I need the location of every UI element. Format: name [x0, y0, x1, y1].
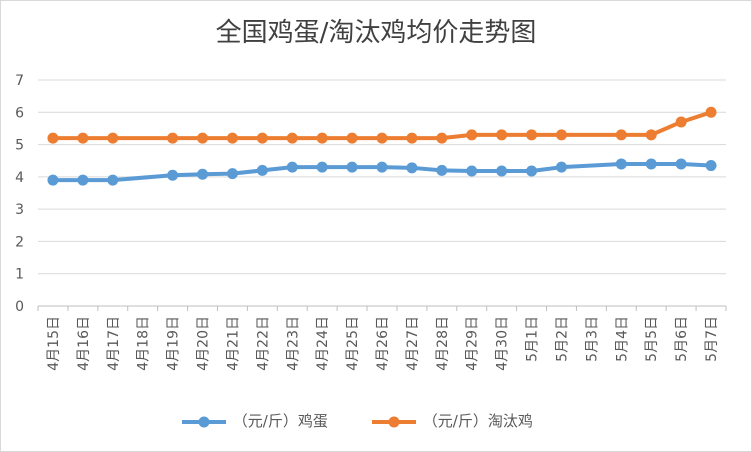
data-point-eggs	[496, 165, 508, 177]
data-point-culled-hens	[555, 129, 567, 141]
data-point-eggs	[555, 161, 567, 173]
data-point-culled-hens	[167, 132, 179, 144]
data-point-eggs	[436, 164, 448, 176]
data-point-culled-hens	[316, 132, 328, 144]
legend-marker-eggs	[182, 416, 226, 427]
x-tick-label: 5月6日	[674, 316, 690, 362]
x-tick-label: 4月22日	[255, 316, 271, 371]
data-point-eggs	[406, 162, 418, 174]
legend-marker-culled-hens	[372, 416, 416, 427]
x-tick-label: 4月26日	[375, 316, 391, 371]
data-point-culled-hens	[466, 129, 478, 141]
data-point-culled-hens	[197, 132, 209, 144]
x-tick-label: 4月30日	[495, 316, 511, 371]
y-tick-label: 6	[15, 105, 24, 121]
legend-label-eggs: （元/斤）鸡蛋	[232, 412, 328, 430]
data-point-culled-hens	[496, 129, 508, 141]
x-tick-label: 4月20日	[196, 316, 212, 371]
data-point-eggs	[256, 164, 268, 176]
data-point-culled-hens	[645, 129, 657, 141]
data-point-culled-hens	[705, 106, 717, 118]
data-point-culled-hens	[226, 132, 238, 144]
y-tick-label: 7	[15, 73, 24, 89]
data-point-eggs	[226, 168, 238, 180]
chart-title: 全国鸡蛋/淘汰鸡均价走势图	[215, 18, 537, 48]
data-point-eggs	[376, 161, 388, 173]
legend-label-culled-hens: （元/斤）淘汰鸡	[422, 412, 533, 430]
data-point-culled-hens	[286, 132, 298, 144]
x-tick-label: 4月18日	[136, 316, 152, 371]
x-tick-label: 5月1日	[525, 316, 541, 362]
data-point-eggs	[615, 158, 627, 170]
legend-item-eggs: （元/斤）鸡蛋	[180, 410, 328, 431]
data-point-eggs	[197, 168, 209, 180]
x-tick-label: 5月2日	[554, 316, 570, 362]
data-point-eggs	[526, 165, 538, 177]
x-tick-label: 4月21日	[225, 316, 241, 371]
x-tick-label: 4月16日	[76, 316, 92, 371]
data-point-eggs	[645, 158, 657, 170]
x-tick-label: 5月5日	[644, 316, 660, 362]
data-point-culled-hens	[406, 132, 418, 144]
data-point-eggs	[167, 169, 179, 181]
x-tick-label: 4月15日	[46, 316, 62, 371]
x-tick-label: 5月7日	[704, 316, 720, 362]
data-point-culled-hens	[346, 132, 358, 144]
data-point-eggs	[675, 158, 687, 170]
x-tick-label: 4月29日	[465, 316, 481, 371]
data-point-culled-hens	[675, 116, 687, 128]
y-tick-label: 3	[15, 202, 24, 218]
y-tick-label: 0	[15, 299, 24, 315]
y-tick-label: 4	[15, 170, 24, 186]
data-point-culled-hens	[107, 132, 119, 144]
data-point-eggs	[316, 161, 328, 173]
data-point-culled-hens	[256, 132, 268, 144]
x-tick-label: 4月27日	[405, 316, 421, 371]
data-point-eggs	[346, 161, 358, 173]
x-tick-label: 4月28日	[435, 316, 451, 371]
data-point-eggs	[286, 161, 298, 173]
x-tick-label: 5月3日	[584, 316, 600, 362]
legend-item-culled-hens: （元/斤）淘汰鸡	[370, 410, 533, 431]
x-tick-label: 5月4日	[614, 316, 630, 362]
x-tick-label: 4月25日	[345, 316, 361, 371]
data-point-culled-hens	[376, 132, 388, 144]
x-tick-label: 4月19日	[166, 316, 182, 371]
y-tick-label: 1	[15, 267, 24, 283]
y-tick-label: 2	[15, 234, 24, 250]
y-tick-label: 5	[15, 138, 24, 154]
data-point-culled-hens	[47, 132, 59, 144]
data-point-eggs	[107, 174, 119, 186]
data-point-eggs	[466, 165, 478, 177]
data-point-culled-hens	[77, 132, 89, 144]
data-point-culled-hens	[615, 129, 627, 141]
x-tick-label: 4月17日	[106, 316, 122, 371]
data-point-culled-hens	[526, 129, 538, 141]
data-point-eggs	[77, 174, 89, 186]
data-point-culled-hens	[436, 132, 448, 144]
data-point-eggs	[47, 174, 59, 186]
data-point-eggs	[705, 160, 717, 172]
x-tick-label: 4月23日	[285, 316, 301, 371]
x-tick-label: 4月24日	[315, 316, 331, 371]
